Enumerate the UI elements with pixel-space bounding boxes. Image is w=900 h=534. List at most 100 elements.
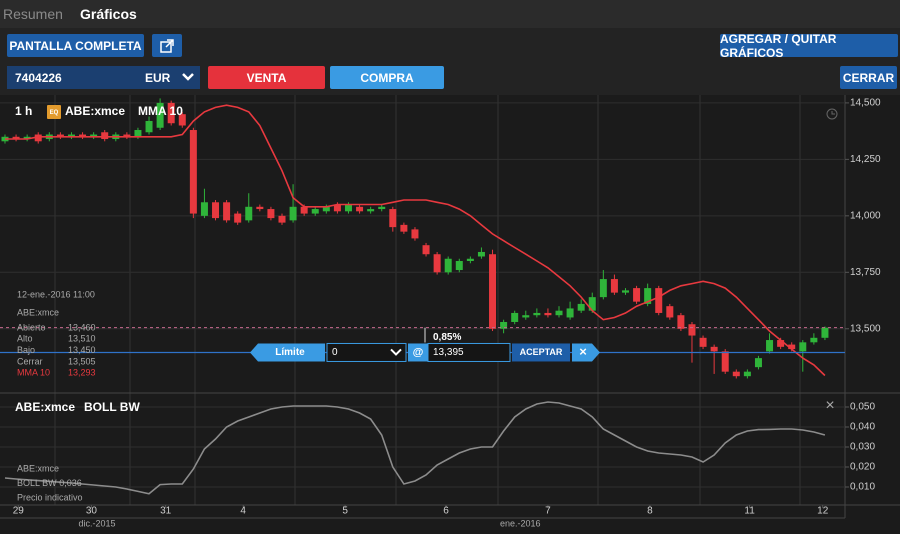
candle-body bbox=[655, 288, 663, 313]
y-tick-label: 0,040 bbox=[850, 422, 875, 433]
buy-button[interactable]: COMPRA bbox=[330, 66, 444, 89]
candle-body bbox=[566, 308, 574, 318]
candle-body bbox=[699, 337, 707, 347]
candle-body bbox=[200, 202, 208, 216]
y-tick-label: 0,020 bbox=[850, 462, 875, 473]
candle-body bbox=[466, 258, 474, 262]
clock-hands bbox=[831, 111, 835, 115]
candle-body bbox=[799, 342, 807, 352]
x-tick-label: 30 bbox=[86, 506, 98, 517]
candle-body bbox=[621, 290, 629, 293]
candle-body bbox=[23, 136, 31, 140]
candle-body bbox=[356, 206, 364, 212]
month-label: ene.-2016 bbox=[500, 518, 541, 528]
fullscreen-button[interactable]: PANTALLA COMPLETA bbox=[7, 34, 144, 57]
candle-body bbox=[234, 213, 242, 223]
candle-body bbox=[300, 206, 308, 214]
x-tick-label: 12 bbox=[817, 506, 829, 517]
y-tick-label: 14,000 bbox=[850, 210, 881, 221]
x-tick-label: 31 bbox=[160, 506, 172, 517]
account-number: 7404226 bbox=[15, 71, 62, 85]
candle-body bbox=[223, 202, 231, 221]
y-tick-label: 0,010 bbox=[850, 482, 875, 493]
tab[interactable]: Gráficos bbox=[80, 6, 137, 22]
sell-button[interactable]: VENTA bbox=[208, 66, 325, 89]
account-select[interactable]: 7404226 EUR bbox=[7, 66, 200, 89]
info-label: Bajo bbox=[17, 345, 35, 355]
ticket-accept: ACEPTAR bbox=[520, 347, 563, 357]
y-tick-label: 0,030 bbox=[850, 442, 875, 453]
candle-body bbox=[101, 132, 109, 140]
popout-button[interactable] bbox=[152, 34, 182, 57]
candle-body bbox=[732, 371, 740, 377]
clock-icon bbox=[826, 108, 838, 120]
ticket-accept-bg[interactable] bbox=[512, 343, 570, 362]
indicator-close[interactable]: × bbox=[825, 397, 834, 414]
info-value: 13,460 bbox=[68, 322, 96, 332]
candle-body bbox=[444, 258, 452, 273]
ticket-qty: 0 bbox=[332, 347, 338, 358]
tab-bar: Resumen Gráficos bbox=[0, 0, 900, 28]
x-tick-label: 11 bbox=[744, 506, 755, 517]
ticket-type-bg[interactable] bbox=[250, 343, 325, 362]
info-rows: Abierto 13,460 Alto 13,510 Bajo 13,450 Cerrar 1… bbox=[17, 322, 96, 377]
info-value: 13,505 bbox=[68, 356, 96, 366]
x-tick-label: 6 bbox=[443, 506, 449, 517]
marks: 13,500 13,750 14,000 14,250 14,500 0,010 0,020… bbox=[0, 98, 881, 528]
x-tick-label: 4 bbox=[240, 506, 246, 517]
candle-body bbox=[212, 202, 220, 219]
candle-body bbox=[267, 209, 275, 219]
y-tick-label: 13,750 bbox=[850, 267, 881, 278]
candle-body bbox=[123, 134, 131, 137]
order-percent: 0,85% bbox=[433, 332, 461, 343]
candle-body bbox=[555, 310, 563, 316]
dropdown-chevron bbox=[182, 73, 194, 81]
candle-body bbox=[344, 204, 352, 212]
badge-bg bbox=[47, 105, 61, 119]
series-line bbox=[4, 401, 826, 495]
candle-body bbox=[489, 254, 497, 329]
candle-body bbox=[599, 279, 607, 298]
candle-body bbox=[389, 209, 397, 228]
candle-body bbox=[156, 102, 164, 128]
info-label: MMA 10 bbox=[17, 368, 50, 378]
x-tick-label: 7 bbox=[545, 506, 551, 517]
popout-icon bbox=[160, 38, 174, 53]
candle-body bbox=[688, 324, 696, 336]
tab[interactable]: Resumen bbox=[3, 6, 63, 22]
candle-body bbox=[256, 206, 264, 210]
ticket-at: @ bbox=[413, 346, 424, 358]
info-value: 13,510 bbox=[68, 334, 96, 344]
legend-last: 0,036 bbox=[59, 478, 82, 488]
candle-body bbox=[522, 315, 530, 318]
info-symbol: ABE:xmce bbox=[17, 307, 59, 317]
candle-body bbox=[821, 327, 829, 338]
candle-body bbox=[766, 340, 774, 352]
legend-value: BOLL BW 0,036 bbox=[17, 478, 82, 488]
candle-body bbox=[167, 102, 175, 124]
candle-body bbox=[477, 251, 485, 257]
ticket-qty-bg[interactable] bbox=[326, 342, 407, 362]
y-tick-label: 14,500 bbox=[850, 98, 881, 109]
candle-body bbox=[710, 346, 718, 352]
add-remove-button[interactable]: AGREGAR / QUITAR GRÁFICOS bbox=[720, 32, 898, 60]
candle-body bbox=[677, 315, 685, 329]
interval: 1 h bbox=[15, 104, 32, 118]
info-date: 12-ene.-2016 11:00 bbox=[17, 289, 95, 299]
series-line bbox=[5, 104, 826, 377]
candle-body bbox=[666, 306, 674, 318]
ticket-close-bg[interactable] bbox=[572, 343, 600, 362]
candle-body bbox=[455, 261, 463, 271]
y-tick-label: 0,050 bbox=[850, 402, 875, 413]
close-button[interactable]: CERRAR bbox=[840, 66, 897, 89]
candle-body bbox=[721, 351, 729, 372]
ticket-price-bg[interactable] bbox=[427, 342, 511, 362]
candle-body bbox=[333, 204, 341, 212]
candle-body bbox=[289, 206, 297, 221]
candle-body bbox=[1, 136, 9, 142]
candle-body bbox=[411, 229, 419, 239]
indicator-name: BOLL BW bbox=[84, 400, 140, 414]
chart-background bbox=[0, 95, 900, 534]
candle-body bbox=[422, 245, 430, 255]
